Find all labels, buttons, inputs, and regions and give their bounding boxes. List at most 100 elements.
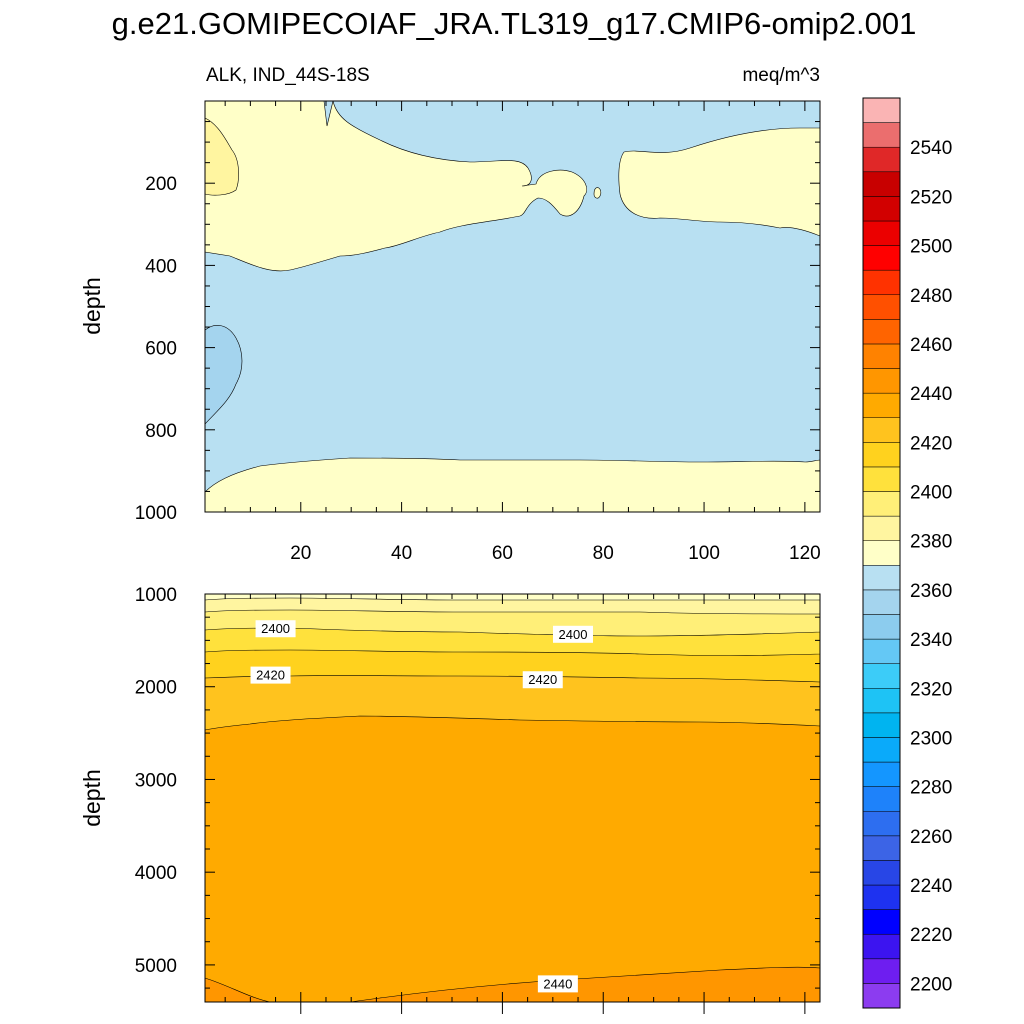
- contour-label: 2420: [522, 671, 563, 689]
- contour-label-box: [255, 620, 296, 638]
- colorbar-label: 2420: [910, 433, 952, 454]
- colorbar-swatch: [862, 663, 901, 689]
- colorbar-swatch: [862, 343, 901, 369]
- contour-label-text: 2420: [256, 668, 285, 683]
- colorbar-label: 2380: [910, 532, 952, 553]
- colorbar-swatch: [862, 442, 901, 468]
- contour-label-text: 2400: [261, 621, 290, 636]
- upper-ylabel: depth: [79, 277, 105, 335]
- colorbar-swatch: [862, 835, 901, 861]
- contour-label-box: [250, 666, 291, 684]
- lower-ylabel: depth: [79, 769, 105, 827]
- colorbar-label: 2500: [910, 237, 952, 258]
- colorbar-label: 2240: [910, 876, 952, 897]
- contour-label-text: 2400: [559, 627, 588, 642]
- upper-ytick-label: 600: [145, 339, 177, 360]
- colorbar-label: 2220: [910, 925, 952, 946]
- upper-x-axis: 20 40 60 80 100 120: [224, 101, 821, 564]
- colorbar-swatch: [862, 392, 901, 418]
- upper-yellow-band: [204, 100, 587, 272]
- colorbar-swatch: [862, 146, 901, 173]
- colorbar-swatch: [862, 786, 901, 812]
- colorbar-swatch: [862, 368, 901, 394]
- lower-plot-frame: [204, 593, 821, 1003]
- lower-y-axis: 1000 2000 3000 4000 5000: [135, 585, 820, 989]
- colorbar-swatch: [862, 466, 901, 492]
- colorbar-swatch: [862, 638, 901, 664]
- colorbar-swatch: [862, 614, 901, 640]
- contour-label-box: [522, 671, 563, 689]
- upper-left-yellow-patch: [204, 117, 239, 196]
- lower-band-2380: [204, 593, 821, 601]
- colorbar-swatch: [862, 540, 901, 566]
- upper-xtick-label: 80: [593, 543, 614, 564]
- colorbar-swatch: [862, 294, 901, 320]
- colorbar-swatch: [862, 491, 901, 517]
- colorbar-swatch: [862, 171, 901, 197]
- figure-title: g.e21.GOMIPECOIAF_JRA.TL319_g17.CMIP6-om…: [112, 6, 917, 41]
- contour-label: 2440: [537, 975, 578, 993]
- colorbar-swatch: [862, 983, 901, 1009]
- colorbar-label: 2480: [910, 286, 952, 307]
- colorbar-label: 2300: [910, 728, 952, 749]
- colorbar-swatch: [862, 122, 901, 148]
- colorbar-swatch: [862, 245, 901, 271]
- colorbar-swatch: [862, 417, 901, 443]
- lower-x-axis: [224, 594, 806, 1014]
- colorbar-label: 2460: [910, 335, 952, 356]
- colorbar-label: 2520: [910, 187, 952, 208]
- lower-ytick-label: 4000: [135, 863, 177, 884]
- colorbar-label: 2540: [910, 138, 952, 159]
- lower-yellow-band: [204, 457, 821, 513]
- contour-label-text: 2420: [528, 672, 557, 687]
- upper-xtick-label: 20: [290, 543, 311, 564]
- colorbar-label: 2440: [910, 384, 952, 405]
- upper-xtick-label: 120: [789, 543, 821, 564]
- contour-label: 2420: [250, 666, 291, 684]
- upper-xtick-label: 40: [391, 543, 412, 564]
- upper-left-blue-patch: [204, 325, 243, 425]
- colorbar-label: 2280: [910, 778, 952, 799]
- upper-ytick-label: 400: [145, 256, 177, 277]
- upper-y-axis: 200 400 600 800 1000: [135, 100, 820, 524]
- colorbar-swatch: [862, 688, 901, 714]
- lower-contour-panel: 2400 2400 2420 2420 2440 1000 2000 3000 4000 500…: [79, 585, 821, 1014]
- upper-xtick-label: 60: [492, 543, 513, 564]
- colorbar-swatch: [862, 933, 901, 960]
- lower-ytick-label: 2000: [135, 678, 177, 699]
- upper-ytick-label: 1000: [135, 503, 177, 524]
- contour-label-box: [552, 625, 593, 643]
- colorbar-label: 2400: [910, 483, 952, 504]
- colorbar-swatch: [862, 737, 901, 763]
- colorbar-label: 2360: [910, 581, 952, 602]
- upper-contour-panel: ALK, IND_44S-18S meq/m^3 200 400 600 800 100…: [79, 65, 821, 564]
- upper-title-right: meq/m^3: [742, 65, 820, 86]
- colorbar-swatch: [862, 909, 901, 935]
- colorbar-swatch: [862, 515, 901, 541]
- colorbar-swatch: [862, 712, 901, 738]
- lower-contour-labels: 2400 2400 2420 2420 2440: [250, 620, 593, 993]
- lower-ytick-label: 3000: [135, 770, 177, 791]
- colorbar-swatch: [862, 884, 901, 910]
- lower-ytick-label: 5000: [135, 956, 177, 977]
- contour-label: 2400: [552, 625, 593, 643]
- lower-ytick-label: 1000: [135, 585, 177, 606]
- upper-yellow-band-right: [618, 127, 821, 237]
- upper-title-left: ALK, IND_44S-18S: [206, 65, 370, 86]
- colorbar: 2200 2220 2240 2260 2280 2300 2320 2340 2360 2380…: [862, 97, 952, 1009]
- colorbar-swatch: [862, 196, 901, 222]
- upper-ytick-label: 800: [145, 421, 177, 442]
- colorbar-swatch: [862, 565, 901, 591]
- contour-label: 2400: [255, 620, 296, 638]
- colorbar-label: 2320: [910, 679, 952, 700]
- colorbar-swatch: [862, 810, 901, 837]
- colorbar-swatch: [862, 589, 901, 615]
- colorbar-label: 2200: [910, 974, 952, 995]
- contour-label-box: [537, 975, 578, 993]
- contour-label-text: 2440: [543, 976, 572, 991]
- colorbar-frame: [862, 97, 901, 1009]
- upper-xtick-label: 100: [688, 543, 720, 564]
- colorbar-swatch: [862, 319, 901, 345]
- colorbar-swatch: [862, 958, 901, 984]
